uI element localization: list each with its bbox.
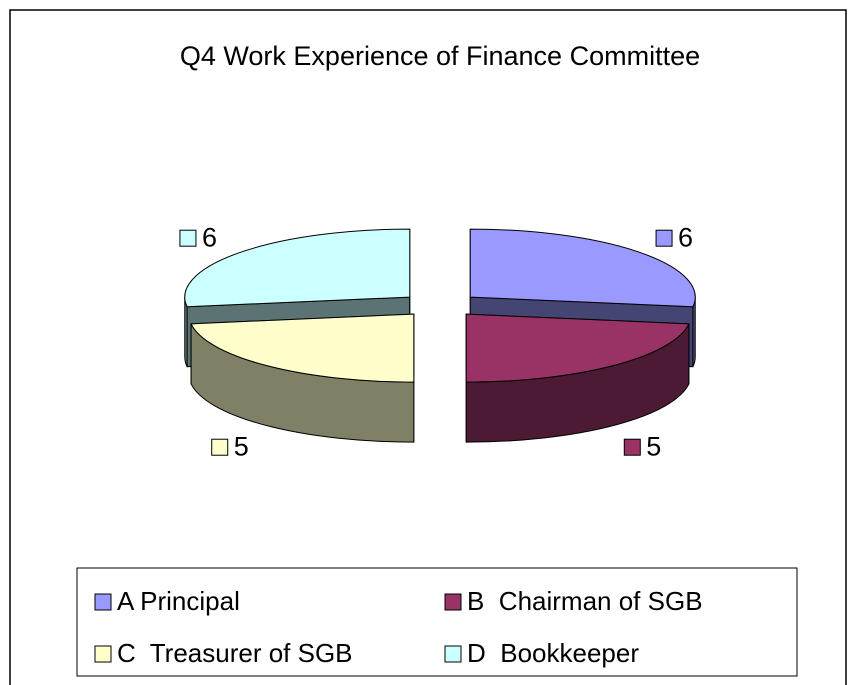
legend-label: B Chairman of SGB bbox=[467, 586, 703, 616]
slice-side bbox=[184, 297, 188, 367]
slice-top bbox=[190, 313, 415, 383]
data-label: 6 bbox=[202, 222, 217, 252]
data-label: 6 bbox=[678, 222, 693, 252]
label-key bbox=[655, 229, 673, 247]
label-key bbox=[211, 438, 229, 456]
legend-key bbox=[94, 645, 112, 663]
slice-top bbox=[469, 228, 696, 308]
legend-label: A Principal bbox=[117, 586, 240, 616]
legend-label: D Bookkeeper bbox=[467, 638, 639, 668]
data-label: 5 bbox=[646, 431, 661, 461]
label-key bbox=[179, 229, 197, 247]
slice-top bbox=[465, 313, 690, 383]
legend-label: C Treasurer of SGB bbox=[117, 638, 353, 668]
chart-title: Q4 Work Experience of Finance Committee bbox=[180, 41, 700, 71]
pie-slice bbox=[190, 313, 415, 443]
pie-slice bbox=[465, 313, 690, 443]
slice-side bbox=[692, 297, 696, 367]
data-label: 5 bbox=[234, 431, 249, 461]
legend-box bbox=[76, 567, 798, 677]
label-key bbox=[623, 438, 641, 456]
slice-top bbox=[184, 228, 411, 308]
legend-key bbox=[444, 645, 462, 663]
legend-key bbox=[94, 593, 112, 611]
legend-key bbox=[444, 593, 462, 611]
